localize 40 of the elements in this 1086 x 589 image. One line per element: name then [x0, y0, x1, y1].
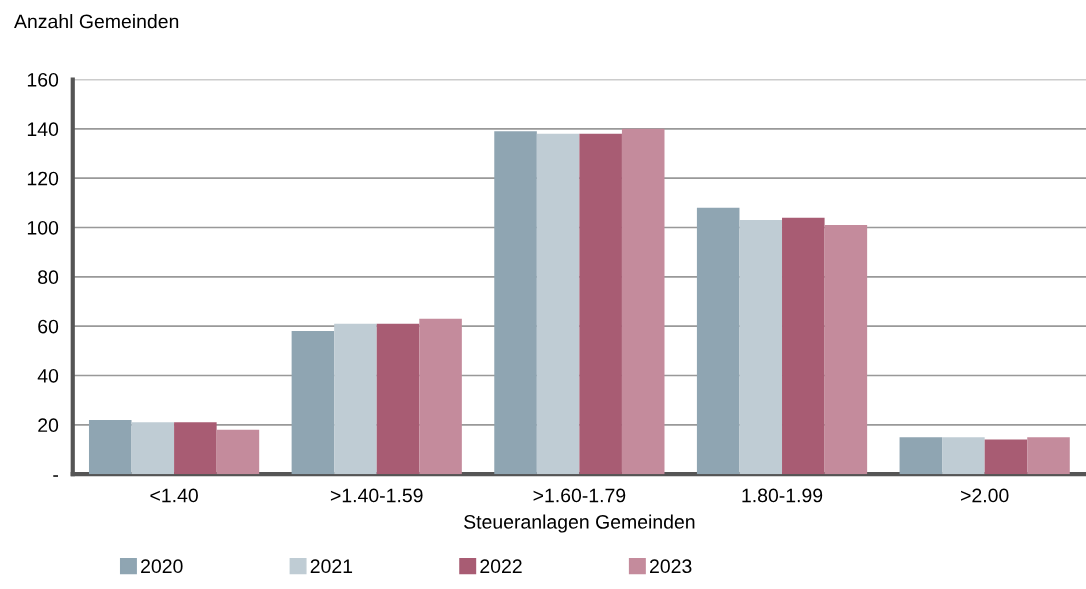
y-tick-label: -: [53, 475, 59, 477]
bar: [621, 128, 665, 475]
y-tick-label: 60: [38, 319, 59, 334]
y-tick-label: 140: [27, 122, 59, 137]
legend-label: 2023: [650, 559, 692, 574]
x-tick-label: 1.80-1.99: [742, 488, 823, 503]
y-tick-label: 160: [27, 72, 59, 87]
bar: [739, 220, 783, 475]
y-tick-label: 100: [27, 220, 59, 235]
bar: [984, 439, 1028, 475]
bar: [782, 217, 825, 475]
bar: [376, 323, 420, 475]
y-tick-label: 120: [27, 171, 59, 186]
bar: [174, 422, 217, 475]
bar: [216, 429, 260, 475]
bar: [536, 133, 580, 475]
y-tick-label: 20: [38, 418, 59, 433]
y-tick-label: 80: [38, 270, 59, 285]
bar: [824, 225, 868, 475]
y-axis-title: Anzahl Gemeinden: [14, 14, 179, 29]
bar: [334, 323, 377, 475]
bar: [942, 437, 985, 475]
bar: [1027, 437, 1070, 475]
bar: [579, 133, 622, 475]
x-tick-label: >1.40-1.59: [330, 488, 423, 503]
legend-label: 2022: [480, 559, 522, 574]
bar: [419, 318, 462, 475]
y-tick-label: 40: [37, 368, 59, 383]
x-tick-label: <1.40: [150, 488, 198, 503]
x-tick-label: >1.60-1.79: [533, 488, 626, 503]
bar: [131, 422, 175, 475]
bar: [899, 437, 943, 475]
bar: [696, 207, 740, 475]
bar: [494, 131, 537, 475]
x-axis-title: Steueranlagen Gemeinden: [464, 514, 695, 533]
legend-label: 2020: [141, 559, 183, 574]
x-tick-label: >2.00: [961, 488, 1009, 503]
bar: [88, 419, 132, 475]
legend-label: 2021: [310, 559, 353, 574]
bar: [291, 331, 335, 475]
